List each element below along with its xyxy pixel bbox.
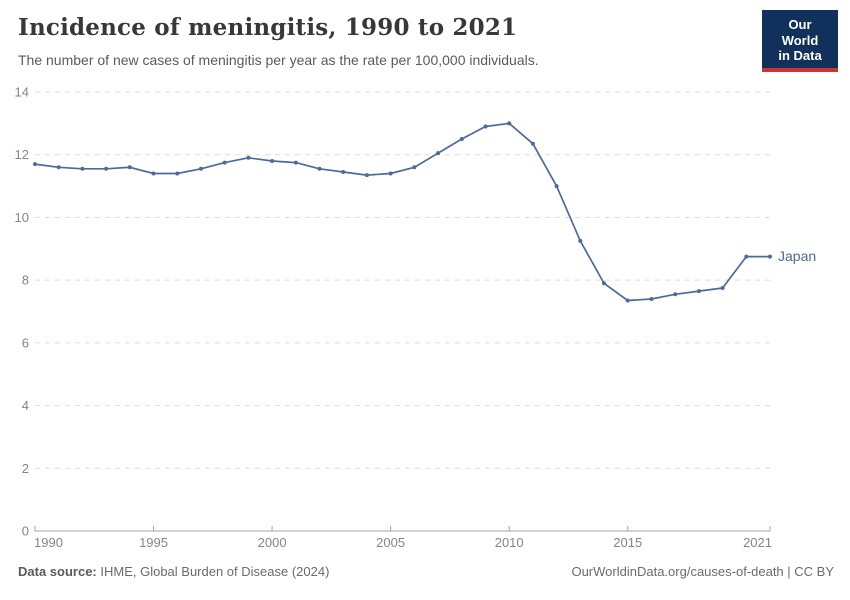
chart-footer: Data source: IHME, Global Burden of Dise… — [18, 564, 834, 579]
data-point-marker[interactable] — [768, 254, 772, 259]
data-point-marker[interactable] — [270, 159, 275, 163]
data-point-marker[interactable] — [388, 171, 393, 176]
page-title: Incidence of meningitis, 1990 to 2021 — [18, 14, 518, 41]
data-point-marker[interactable] — [744, 254, 749, 259]
x-tick-label: 1990 — [34, 535, 63, 550]
data-point-marker[interactable] — [578, 238, 583, 243]
y-tick-label: 10 — [15, 210, 29, 225]
series-end-label: Japan — [778, 248, 816, 264]
y-tick-label: 2 — [22, 461, 29, 476]
x-tick-label: 1995 — [139, 535, 168, 550]
x-axis-line — [34, 526, 771, 532]
data-point-marker[interactable] — [507, 121, 512, 126]
owid-logo-line1: Our World — [781, 17, 819, 48]
data-point-marker[interactable] — [199, 166, 203, 171]
data-point-marker[interactable] — [127, 165, 132, 170]
data-point-marker[interactable] — [341, 170, 346, 174]
series-line[interactable] — [34, 122, 771, 302]
y-tick-label: 8 — [22, 273, 29, 288]
y-tick-label: 0 — [22, 524, 29, 539]
data-source: Data source: IHME, Global Burden of Dise… — [18, 564, 329, 579]
owid-logo-line2: in Data — [778, 48, 822, 64]
data-point-marker[interactable] — [720, 286, 725, 290]
data-source-label: Data source: — [18, 564, 97, 579]
y-tick-label: 6 — [22, 335, 29, 350]
chart-subtitle: The number of new cases of meningitis pe… — [18, 52, 539, 68]
owid-logo: Our World in Data — [762, 10, 838, 72]
data-point-marker[interactable] — [649, 297, 654, 301]
data-point-marker[interactable] — [293, 160, 298, 165]
data-point-marker[interactable] — [483, 124, 488, 129]
data-point-marker[interactable] — [80, 166, 85, 171]
data-point-marker[interactable] — [554, 184, 559, 189]
data-source-text: IHME, Global Burden of Disease (2024) — [96, 564, 330, 579]
x-tick-label: 2010 — [495, 535, 524, 550]
y-tick-label: 4 — [22, 398, 29, 413]
data-point-marker[interactable] — [364, 173, 369, 178]
y-tick-label: 14 — [15, 85, 29, 100]
data-point-marker[interactable] — [246, 155, 251, 160]
data-point-marker[interactable] — [175, 171, 180, 176]
data-point-marker[interactable] — [602, 281, 606, 286]
data-point-marker[interactable] — [696, 289, 701, 294]
data-point-marker[interactable] — [222, 160, 227, 165]
y-tick-label: 12 — [15, 147, 29, 162]
data-point-marker[interactable] — [625, 298, 630, 303]
data-point-marker[interactable] — [151, 171, 156, 176]
data-point-marker[interactable] — [317, 166, 322, 171]
x-tick-label: 2021 — [743, 535, 772, 550]
data-point-marker[interactable] — [412, 165, 417, 170]
x-tick-label: 2005 — [376, 535, 405, 550]
data-point-marker[interactable] — [33, 162, 37, 167]
data-point-marker[interactable] — [459, 137, 464, 141]
x-tick-label: 2015 — [613, 535, 642, 550]
data-point-marker[interactable] — [56, 165, 61, 170]
data-point-marker[interactable] — [673, 292, 678, 297]
data-point-marker[interactable] — [436, 151, 441, 156]
data-point-marker[interactable] — [530, 141, 535, 146]
data-point-marker[interactable] — [104, 166, 109, 171]
x-tick-label: 2000 — [258, 535, 287, 550]
license-credit: OurWorldinData.org/causes-of-death | CC … — [571, 564, 834, 579]
